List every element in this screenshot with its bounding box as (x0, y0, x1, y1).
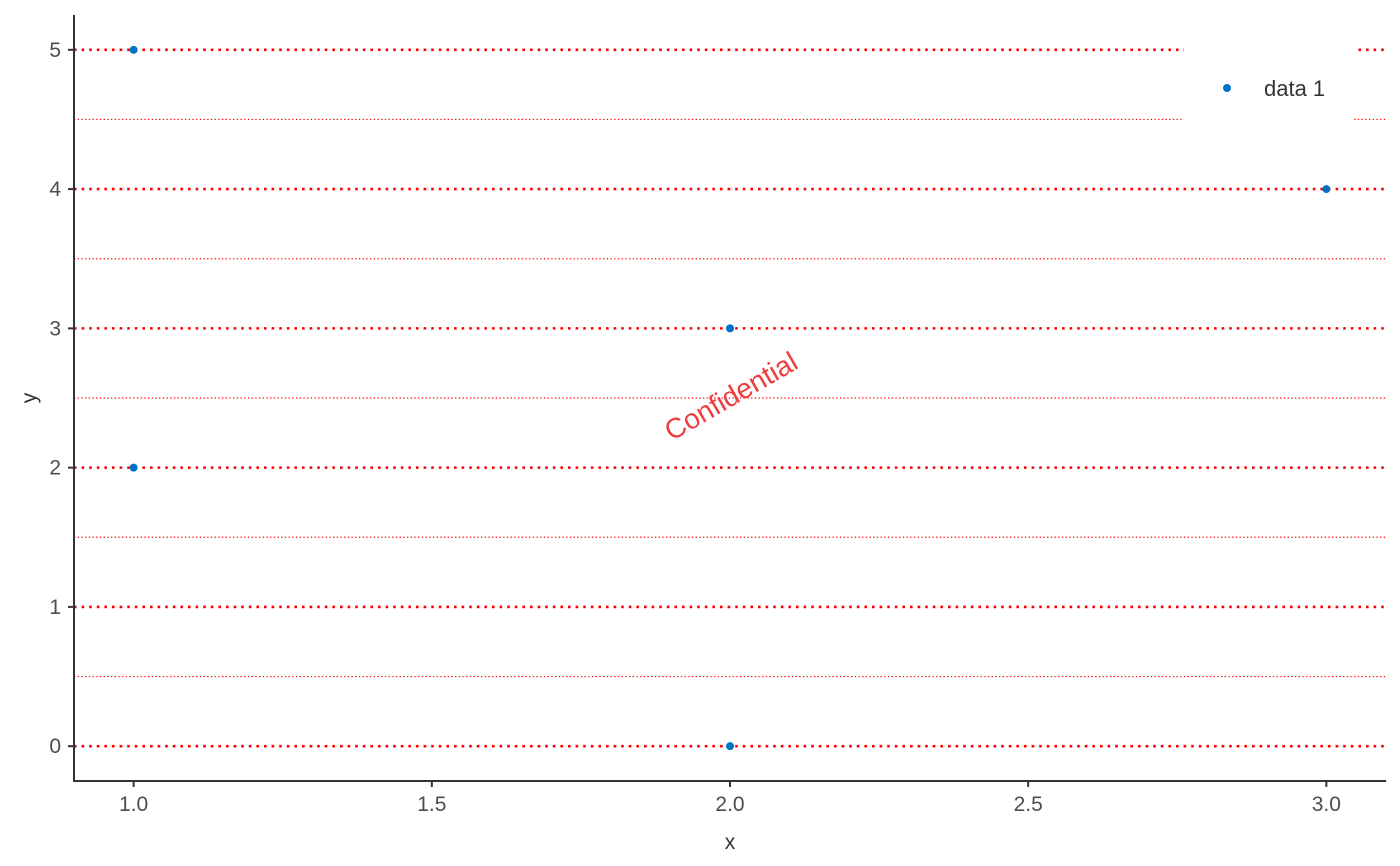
legend-key-marker (1223, 84, 1231, 92)
y-tick-label: 3 (49, 317, 61, 340)
legend: data 1 (1184, 30, 1354, 140)
x-tick-label: 2.5 (1014, 793, 1043, 816)
data-point (129, 45, 138, 54)
ticks-layer: 1.0 1.5 2.0 2.5 3.0 0 1 2 3 4 5 (49, 39, 1341, 816)
y-tick-label: 4 (49, 178, 61, 201)
data-point (726, 742, 734, 751)
y-tick-label: 5 (49, 39, 61, 62)
x-tick-label: 1.0 (119, 793, 148, 816)
data-point (726, 324, 734, 333)
x-tick-label: 1.5 (417, 793, 446, 816)
data-point (129, 463, 138, 472)
points-layer (129, 45, 1331, 751)
x-tick-label: 3.0 (1312, 793, 1341, 816)
legend-background (1184, 30, 1354, 140)
x-tick-label: 2.0 (715, 793, 744, 816)
y-tick-label: 2 (49, 457, 61, 480)
x-axis-title: x (725, 831, 736, 854)
watermark-text: Confidential (659, 346, 803, 447)
y-tick-label: 1 (49, 596, 61, 619)
data-point (1322, 185, 1331, 194)
legend-label: data 1 (1264, 76, 1325, 101)
y-tick-label: 0 (49, 735, 61, 758)
y-axis-title: y (18, 392, 41, 403)
